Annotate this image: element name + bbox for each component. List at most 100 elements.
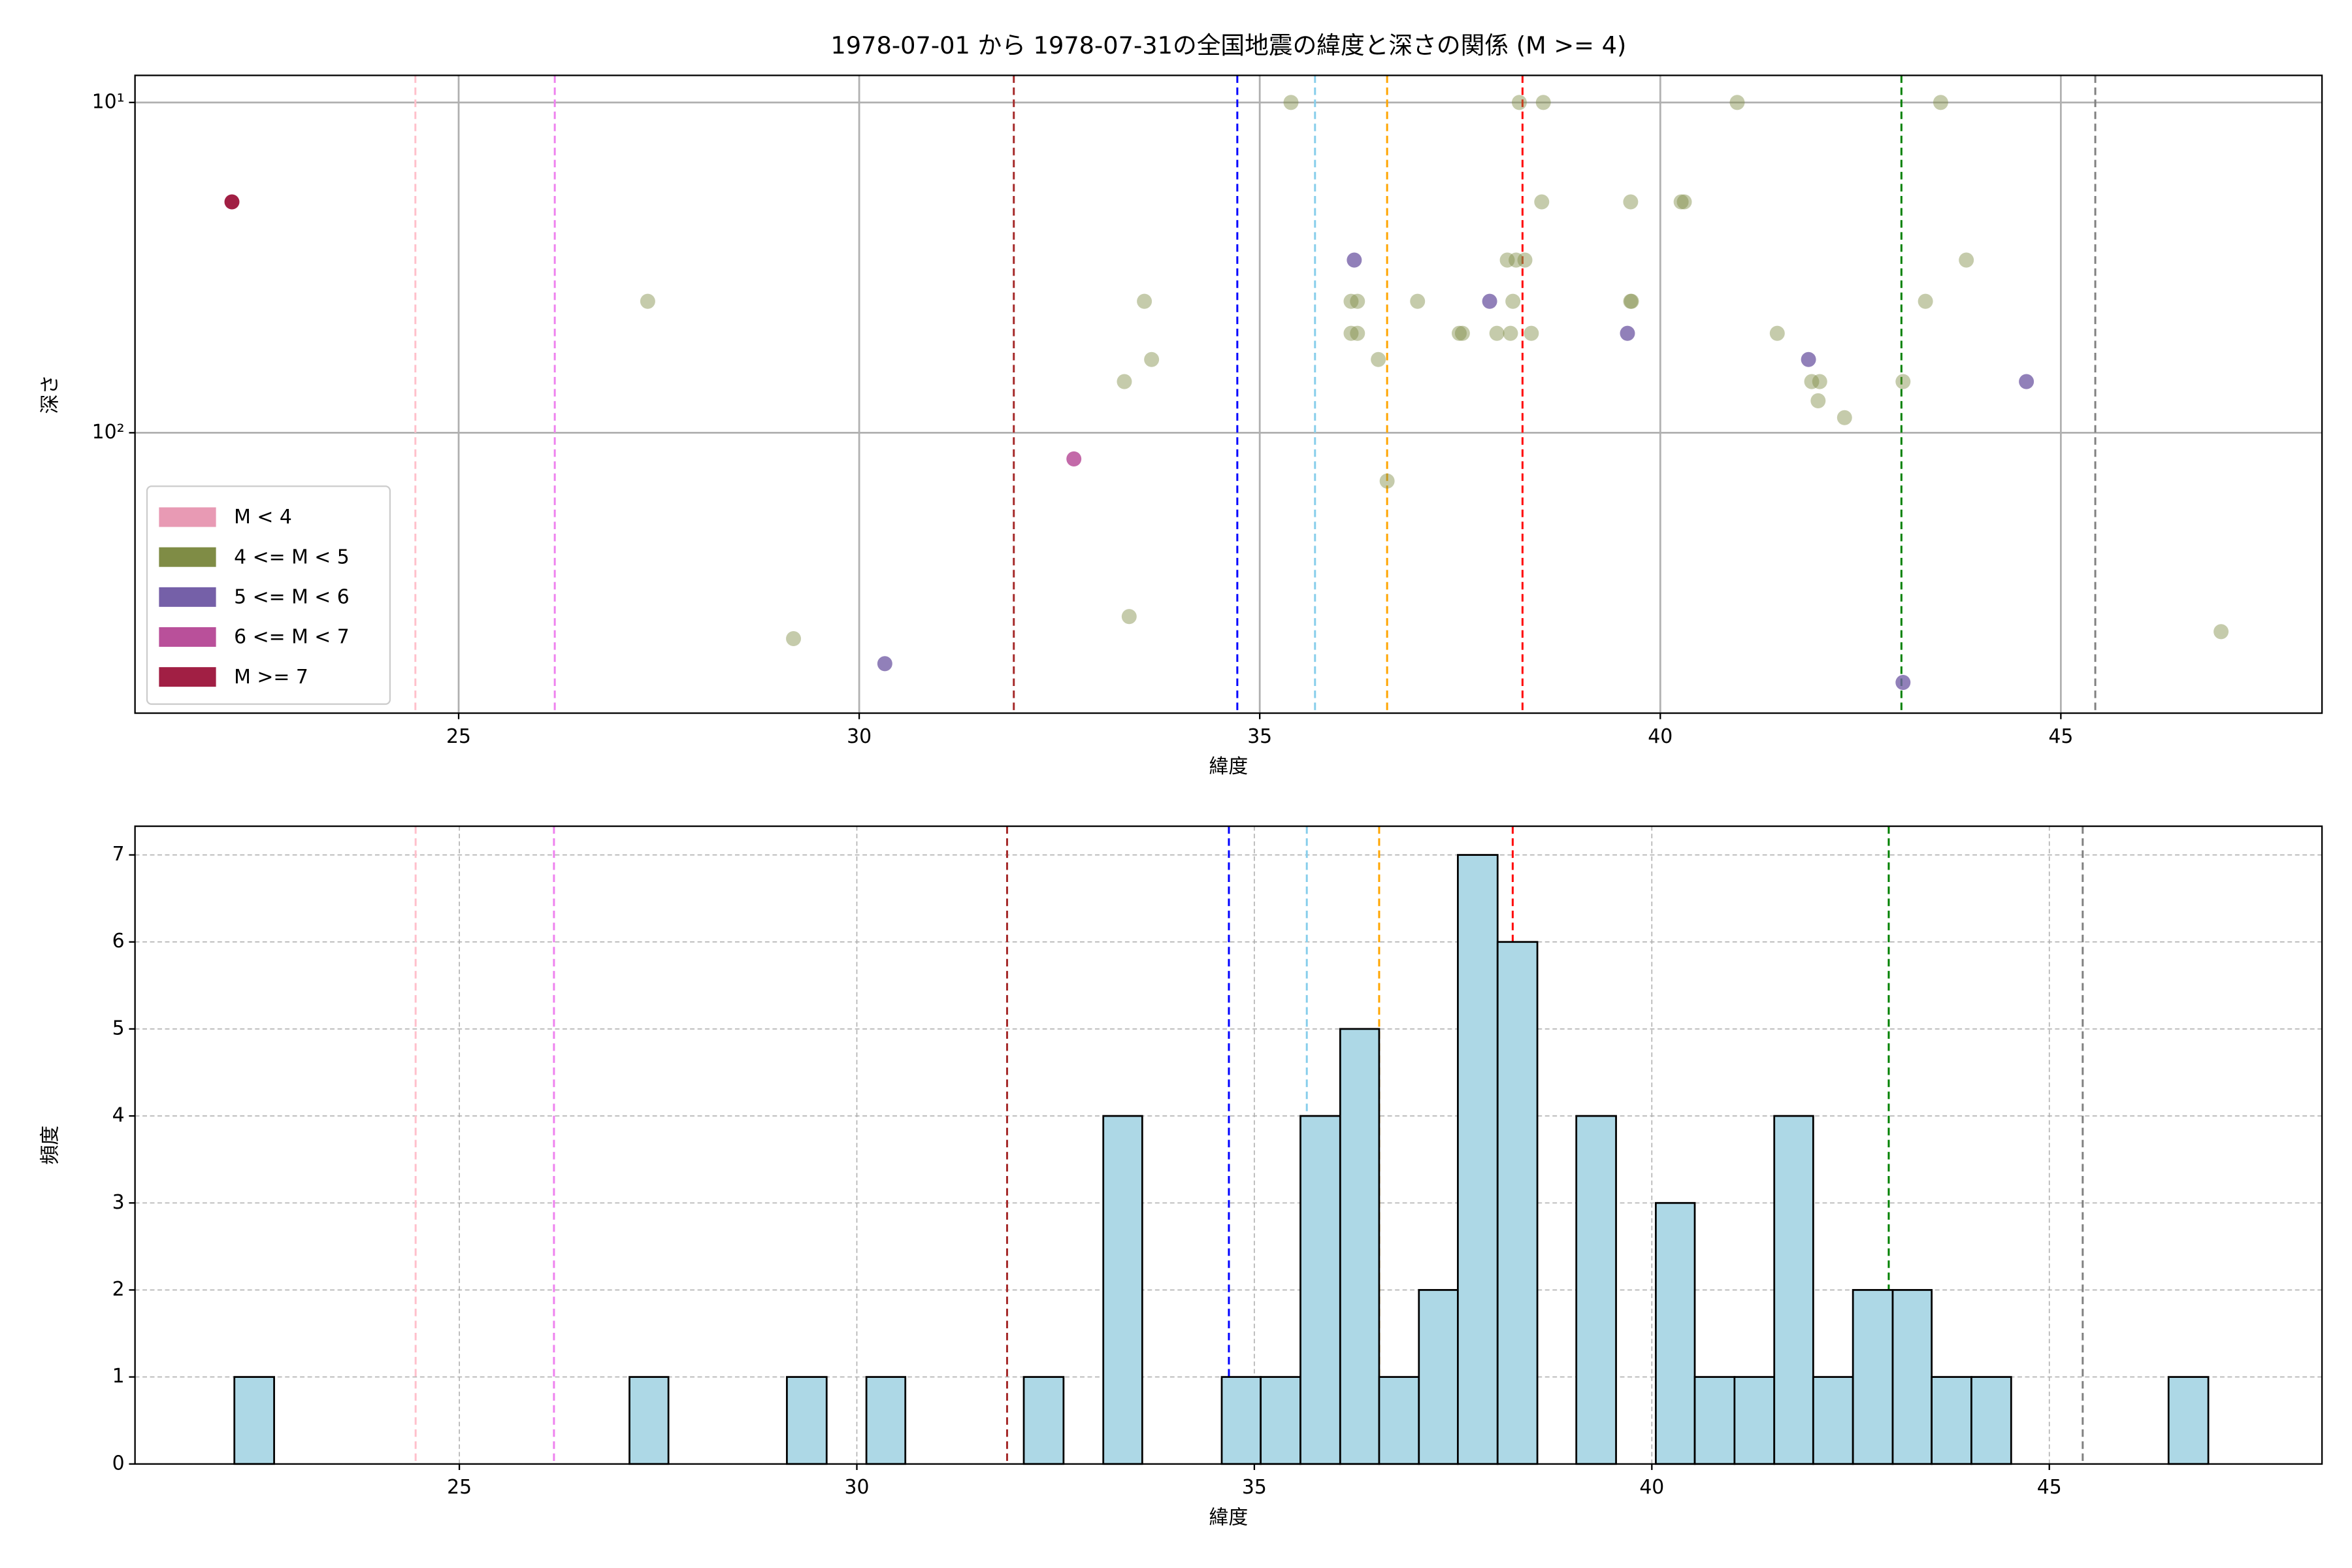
y-tick-label: 10¹ — [92, 90, 125, 113]
bar — [1655, 1201, 1696, 1465]
y-tick-label: 5 — [112, 1017, 125, 1039]
y-axis-label: 深さ — [39, 374, 62, 414]
point — [1371, 351, 1386, 367]
bar — [233, 1376, 275, 1465]
legend-frame — [146, 485, 391, 705]
bar — [2167, 1376, 2210, 1465]
point — [1729, 95, 1745, 110]
bar — [1931, 1376, 1972, 1465]
bar — [1693, 1376, 1736, 1465]
bar — [1418, 1289, 1459, 1465]
point — [2213, 624, 2229, 640]
x-tick-label: 40 — [1639, 1476, 1664, 1499]
point — [1379, 473, 1395, 489]
point — [877, 656, 892, 672]
point — [1524, 325, 1539, 341]
point — [2019, 374, 2034, 389]
legend-label: 5 <= M < 6 — [234, 585, 350, 608]
legend-swatch — [159, 587, 216, 607]
legend-label: 4 <= M < 5 — [234, 546, 350, 568]
legend-label: 6 <= M < 7 — [234, 626, 350, 649]
bar — [1260, 1376, 1301, 1465]
point — [1454, 325, 1470, 341]
legend-label: M >= 7 — [234, 666, 308, 689]
x-tick-label: 25 — [446, 725, 471, 748]
bar — [1299, 1115, 1341, 1465]
point — [1895, 675, 1911, 691]
point — [1343, 325, 1359, 341]
bar — [1970, 1376, 2012, 1465]
bar — [1457, 854, 1499, 1465]
x-tick-label: 25 — [447, 1476, 472, 1499]
point — [1676, 194, 1692, 210]
point — [1517, 252, 1533, 268]
axes-frame — [134, 74, 2323, 714]
point — [1673, 194, 1689, 210]
y-tick-label: 3 — [112, 1191, 125, 1214]
point — [1624, 293, 1639, 309]
x-tick-label: 35 — [1242, 1476, 1267, 1499]
point — [1144, 351, 1160, 367]
x-tick-label: 45 — [2037, 1476, 2062, 1499]
chart-title: 1978-07-01 から 1978-07-31の全国地震の緯度と深さの関係 (… — [830, 31, 1626, 59]
y-tick-label: 2 — [112, 1278, 125, 1301]
y-tick-label: 6 — [112, 930, 125, 953]
bar — [1102, 1115, 1143, 1465]
point — [786, 630, 802, 647]
point — [1503, 325, 1518, 341]
point — [224, 194, 240, 210]
y-tick-label: 0 — [112, 1452, 125, 1475]
x-axis-label: 緯度 — [1209, 1506, 1249, 1529]
point — [1535, 95, 1551, 110]
point — [1810, 393, 1826, 408]
point — [1812, 374, 1827, 389]
y-tick-label: 10² — [92, 421, 125, 444]
point — [1620, 325, 1635, 341]
bar — [1812, 1376, 1854, 1465]
bar — [1022, 1376, 1065, 1465]
bar — [1733, 1376, 1776, 1465]
bar — [1339, 1028, 1380, 1465]
bar — [786, 1376, 828, 1465]
point — [1933, 95, 1948, 110]
x-tick-label: 30 — [845, 1476, 870, 1499]
legend: M < 4 4 <= M < 5 5 <= M < 6 6 <= M < 7 M >= … — [146, 485, 391, 705]
bar — [1220, 1376, 1262, 1465]
x-tick-label: 45 — [2048, 725, 2073, 748]
legend-swatch — [159, 547, 216, 567]
legend-swatch — [159, 667, 216, 687]
y-tick-label: 4 — [112, 1104, 125, 1127]
point — [1343, 293, 1359, 309]
y-tick-label: 1 — [112, 1365, 125, 1388]
point — [1623, 194, 1639, 210]
point — [1117, 374, 1132, 389]
legend-label: M < 4 — [234, 506, 292, 529]
point — [1509, 252, 1524, 268]
legend-swatch — [159, 627, 216, 647]
point — [1347, 252, 1362, 268]
bar — [1575, 1115, 1617, 1465]
x-tick-label: 35 — [1247, 725, 1272, 748]
point — [1482, 293, 1497, 309]
point — [1499, 252, 1515, 268]
point — [1489, 325, 1505, 341]
point — [1959, 252, 1974, 268]
point — [1769, 325, 1785, 341]
x-axis-label: 緯度 — [1209, 755, 1249, 778]
point — [1534, 194, 1550, 210]
point — [1350, 293, 1365, 309]
bar — [1773, 1115, 1814, 1465]
point — [1137, 293, 1152, 309]
point — [1350, 325, 1365, 341]
point — [1410, 293, 1426, 309]
point — [1283, 95, 1299, 110]
point — [1121, 609, 1137, 625]
axes-frame — [134, 825, 2323, 1465]
point — [1511, 95, 1527, 110]
point — [1837, 410, 1852, 425]
bar — [1378, 1376, 1420, 1465]
bar — [1852, 1289, 1894, 1465]
point — [1918, 293, 1933, 309]
